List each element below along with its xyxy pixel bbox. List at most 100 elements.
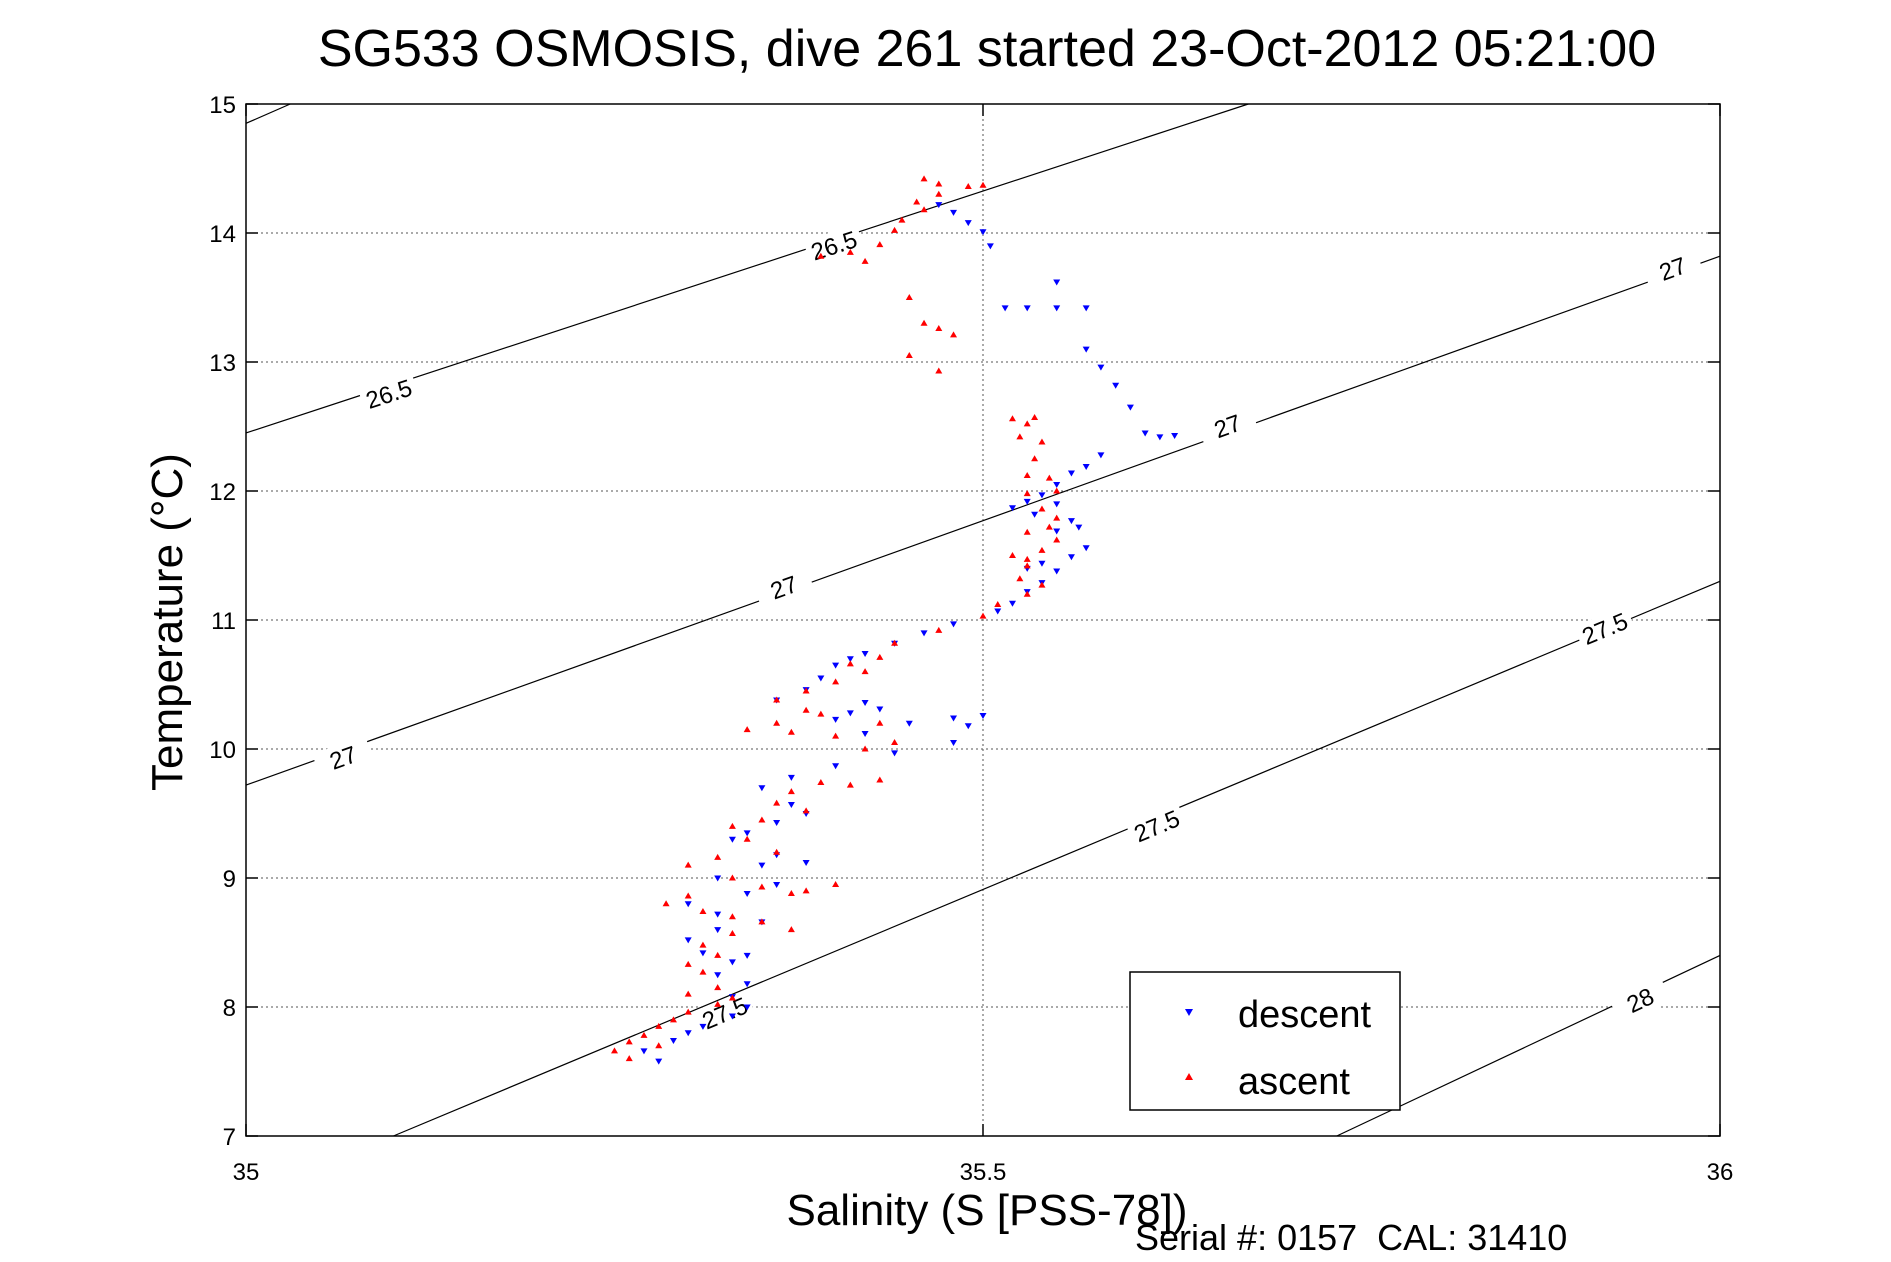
point-descent — [1097, 452, 1105, 459]
density-contour-label-bg — [358, 372, 420, 417]
y-axis-label: Temperature (°C) — [143, 453, 192, 791]
point-ascent — [684, 892, 692, 899]
point-descent — [1082, 305, 1090, 312]
point-descent — [846, 710, 854, 717]
point-ascent — [662, 900, 670, 907]
point-descent — [950, 209, 958, 216]
point-ascent — [876, 776, 884, 783]
point-descent — [1001, 305, 1009, 312]
point-ascent — [817, 252, 825, 259]
grid-lines — [246, 104, 1720, 1136]
point-ascent — [817, 779, 825, 786]
point-descent — [891, 750, 899, 757]
point-descent — [1053, 305, 1061, 312]
point-ascent — [1038, 438, 1046, 445]
point-descent — [861, 731, 869, 738]
density-contour-label: 27.5 — [698, 992, 752, 1035]
density-contour-label-bg — [1125, 802, 1189, 851]
point-descent — [920, 630, 928, 637]
point-ascent — [979, 612, 987, 619]
point-descent — [950, 715, 958, 722]
point-descent — [1053, 279, 1061, 286]
point-descent — [728, 836, 736, 843]
point-descent — [699, 950, 707, 957]
point-descent — [743, 1004, 751, 1011]
point-descent — [832, 716, 840, 723]
point-descent — [935, 202, 943, 209]
point-ascent — [728, 822, 736, 829]
point-descent — [714, 911, 722, 918]
point-ascent — [817, 710, 825, 717]
point-ascent — [891, 739, 899, 746]
point-ascent — [758, 883, 766, 890]
point-descent — [1141, 430, 1149, 437]
point-ascent — [1045, 523, 1053, 530]
point-ascent — [1023, 590, 1031, 597]
point-descent — [1023, 498, 1031, 505]
y-tick-label: 8 — [223, 995, 236, 1022]
point-ascent — [891, 639, 899, 646]
point-ascent — [1023, 555, 1031, 562]
point-ascent — [832, 732, 840, 739]
point-ascent — [758, 816, 766, 823]
point-ascent — [714, 984, 722, 991]
point-ascent — [1053, 514, 1061, 521]
point-descent — [743, 981, 751, 988]
point-ascent — [846, 248, 854, 255]
point-descent — [714, 875, 722, 882]
point-ascent — [669, 1016, 677, 1023]
point-descent — [832, 763, 840, 770]
point-ascent — [832, 678, 840, 685]
point-descent — [1008, 505, 1016, 512]
y-tick-label: 10 — [209, 737, 236, 764]
point-ascent — [773, 848, 781, 855]
point-ascent — [964, 183, 972, 190]
data-points — [611, 175, 1179, 1065]
point-ascent — [950, 331, 958, 338]
point-ascent — [684, 1008, 692, 1015]
point-descent — [1112, 382, 1120, 389]
point-descent — [728, 1013, 736, 1020]
density-contour-label: 26.5 — [808, 226, 861, 266]
point-descent — [964, 220, 972, 227]
point-ascent — [699, 941, 707, 948]
point-ascent — [1038, 581, 1046, 588]
point-descent — [802, 860, 810, 867]
point-descent — [684, 937, 692, 944]
point-descent — [994, 608, 1002, 615]
point-ascent — [728, 913, 736, 920]
point-ascent — [802, 807, 810, 814]
point-descent — [1067, 554, 1075, 561]
point-ascent — [935, 367, 943, 374]
axis-ticks: 35 35.5 36 7 8 9 10 11 12 13 14 15 — [209, 92, 1733, 1186]
point-ascent — [1045, 474, 1053, 481]
point-ascent — [773, 696, 781, 703]
point-descent — [986, 243, 994, 250]
point-descent — [1023, 305, 1031, 312]
point-descent — [728, 959, 736, 966]
point-ascent — [1016, 433, 1024, 440]
point-ascent — [979, 181, 987, 188]
y-tick-label: 7 — [223, 1124, 236, 1151]
point-descent — [1082, 545, 1090, 552]
x-axis-label: Salinity (S [PSS-78]) — [786, 1186, 1187, 1235]
point-ascent — [846, 660, 854, 667]
point-descent — [950, 740, 958, 747]
point-descent — [1082, 346, 1090, 353]
point-ascent — [832, 880, 840, 887]
point-ascent — [905, 352, 913, 359]
density-contour-label: 27.5 — [1578, 608, 1632, 651]
y-tick-label: 11 — [211, 608, 236, 635]
x-tick-label: 35.5 — [960, 1159, 1007, 1186]
density-contour-line — [393, 580, 1721, 1137]
point-ascent — [920, 206, 928, 213]
point-descent — [1126, 404, 1134, 411]
point-descent — [758, 862, 766, 869]
point-descent — [1053, 528, 1061, 535]
footer-serial-cal: Serial #: 0157 CAL: 31410 — [1135, 1217, 1567, 1258]
y-tick-label: 9 — [223, 866, 236, 893]
point-ascent — [758, 918, 766, 925]
point-ascent — [876, 653, 884, 660]
point-descent — [1075, 524, 1083, 531]
point-ascent — [714, 853, 722, 860]
